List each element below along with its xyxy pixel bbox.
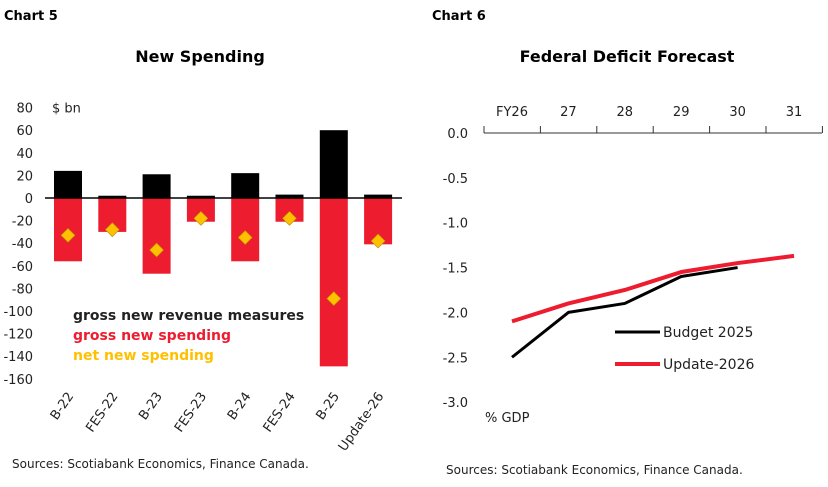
x-tick-label: 30 — [729, 105, 746, 120]
chart-title: Federal Deficit Forecast — [520, 47, 735, 66]
x-tick-label: 27 — [560, 105, 577, 120]
y-tick-label: -120 — [3, 328, 33, 343]
y-tick-label: -40 — [12, 237, 33, 252]
x-tick-label: Update-26 — [336, 390, 387, 455]
net-spending-marker — [149, 242, 165, 258]
y-tick-label: 80 — [16, 102, 33, 117]
x-tick-label: B-25 — [313, 390, 343, 423]
net-spending-marker — [104, 222, 120, 238]
y-tick-label: -3.0 — [443, 396, 468, 411]
y-axis-unit: % GDP — [485, 411, 530, 426]
net-spending-marker — [370, 233, 386, 249]
bar-revenue — [364, 194, 393, 198]
x-tick-label: 28 — [617, 105, 634, 120]
bar-revenue — [275, 194, 304, 198]
y-tick-label: 0 — [25, 192, 33, 207]
y-tick-label: -1.5 — [443, 262, 468, 277]
legend-entry: Budget 2025 — [663, 325, 753, 341]
y-tick-label: -20 — [12, 215, 33, 230]
net-spending-marker — [193, 210, 209, 226]
chart-title: New Spending — [135, 47, 265, 66]
x-tick-label: FES-24 — [261, 390, 299, 436]
source-note: Sources: Scotiabank Economics, Finance C… — [446, 463, 743, 477]
line-budget-2025 — [511, 266, 738, 359]
y-tick-label: -80 — [12, 282, 33, 297]
y-tick-label: 0.0 — [447, 127, 468, 142]
y-tick-label: -60 — [12, 260, 33, 275]
source-note: Sources: Scotiabank Economics, Finance C… — [12, 457, 309, 471]
bar-spending — [231, 198, 260, 262]
y-tick-label: -160 — [3, 373, 33, 388]
bar-spending — [275, 198, 304, 222]
x-tick-label: B-23 — [136, 390, 166, 423]
x-tick-label: B-24 — [225, 390, 255, 423]
bar-revenue — [186, 195, 215, 198]
y-tick-label: -2.5 — [443, 351, 468, 366]
x-tick-label: FES-22 — [83, 390, 121, 436]
bar-revenue — [54, 170, 82, 198]
x-tick-label: FES-23 — [172, 390, 210, 436]
net-spending-marker — [60, 227, 76, 243]
net-spending-marker — [237, 230, 253, 245]
y-tick-label: -2.0 — [443, 306, 468, 321]
legend-entry: net new spending — [73, 348, 214, 364]
legend-entry: Update-2026 — [663, 357, 754, 373]
y-tick-label: 40 — [16, 147, 33, 162]
bar-revenue — [319, 130, 348, 198]
chart-header: Chart 5 — [4, 9, 58, 24]
y-axis-unit: $ bn — [52, 102, 81, 117]
legend-entry: gross new spending — [73, 328, 231, 344]
y-tick-label: -140 — [3, 350, 33, 365]
y-tick-label: -1.0 — [443, 217, 468, 232]
bar-spending — [186, 198, 215, 222]
x-tick-label: B-22 — [48, 390, 78, 423]
bar-revenue — [98, 195, 127, 198]
bar-revenue — [142, 174, 171, 198]
line-update-2026 — [511, 253, 795, 324]
y-tick-label: 20 — [16, 169, 33, 184]
y-tick-label: -100 — [3, 305, 33, 320]
net-spending-marker — [326, 291, 342, 306]
y-tick-label: -0.5 — [443, 172, 468, 187]
x-tick-label: 31 — [786, 105, 803, 120]
net-spending-marker — [282, 210, 297, 226]
x-tick-label: FY26 — [496, 105, 528, 120]
legend-entry: gross new revenue measures — [73, 308, 304, 324]
x-tick-label: 29 — [673, 105, 690, 120]
y-tick-label: 60 — [16, 124, 33, 139]
bar-spending — [319, 198, 348, 367]
bar-revenue — [231, 173, 260, 198]
bar-spending — [142, 198, 171, 274]
chart-header: Chart 6 — [432, 9, 486, 24]
